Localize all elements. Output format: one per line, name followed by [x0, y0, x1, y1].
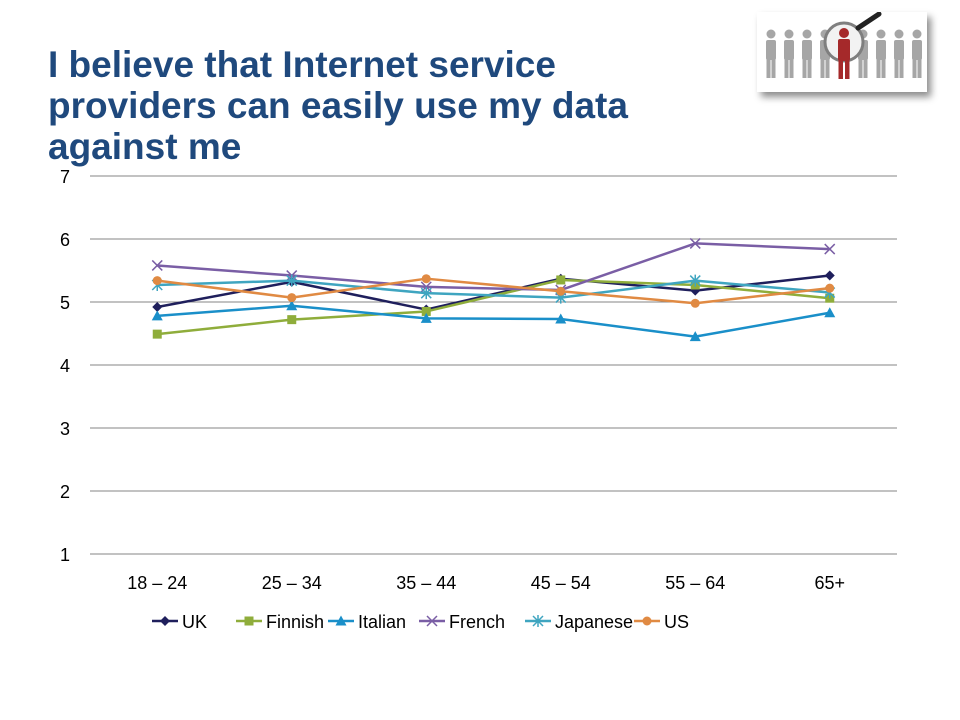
data-point-square	[556, 275, 566, 285]
data-point-star	[286, 274, 298, 287]
data-point-x	[689, 237, 701, 249]
data-point-triangle	[286, 300, 298, 311]
legend-label: Japanese	[555, 612, 633, 632]
y-tick-label: 2	[60, 482, 70, 502]
series-line	[157, 304, 830, 338]
legend-item-french: French	[419, 612, 505, 632]
data-point-star	[532, 615, 544, 627]
data-point-square	[421, 306, 431, 316]
y-tick-label: 7	[60, 167, 70, 187]
slide-title-line-2: providers can easily use my data	[48, 85, 628, 126]
x-tick-label: 35 – 44	[396, 573, 456, 593]
people-search-logo	[757, 11, 927, 92]
data-point-star	[420, 287, 432, 300]
x-tick-label: 65+	[814, 573, 845, 593]
data-point-circle	[556, 286, 566, 296]
data-point-triangle	[335, 615, 347, 626]
x-tick-label: 55 – 64	[665, 573, 725, 593]
data-point-triangle	[689, 331, 701, 342]
data-point-circle	[642, 616, 652, 626]
data-point-diamond	[160, 616, 170, 626]
x-tick-label: 18 – 24	[127, 573, 187, 593]
data-point-circle	[287, 293, 297, 303]
data-point-x	[824, 243, 836, 255]
legend-item-us: US	[634, 612, 689, 632]
legend-item-uk: UK	[152, 612, 207, 632]
legend-label: Finnish	[266, 612, 324, 632]
legend-item-finnish: Finnish	[236, 612, 324, 632]
y-tick-label: 5	[60, 293, 70, 313]
legend-label: UK	[182, 612, 207, 632]
data-point-circle	[690, 298, 700, 308]
legend-label: Italian	[358, 612, 406, 632]
y-tick-label: 1	[60, 545, 70, 565]
legend-label: French	[449, 612, 505, 632]
series-us	[152, 274, 835, 308]
data-point-square	[287, 315, 297, 325]
slide-title-line-3: against me	[48, 126, 242, 167]
data-point-triangle	[555, 313, 567, 324]
data-point-x	[151, 259, 163, 271]
legend-item-italian: Italian	[328, 612, 406, 632]
series-line	[157, 277, 830, 305]
data-point-triangle	[151, 310, 163, 321]
slide-title: I believe that Internet service provider…	[48, 44, 748, 167]
slide-title-line-1: I believe that Internet service	[48, 44, 556, 85]
x-tick-label: 45 – 54	[531, 573, 591, 593]
y-tick-label: 6	[60, 230, 70, 250]
data-point-circle	[152, 276, 162, 286]
y-tick-label: 3	[60, 419, 70, 439]
y-tick-label: 4	[60, 356, 70, 376]
legend-label: US	[664, 612, 689, 632]
people-search-magnifier-icon	[766, 11, 922, 79]
data-point-triangle	[420, 312, 432, 323]
data-point-diamond	[152, 302, 163, 313]
data-point-circle	[421, 274, 431, 284]
data-point-circle	[825, 283, 835, 293]
data-point-square	[152, 329, 162, 339]
legend-item-japanese: Japanese	[525, 612, 633, 632]
series-italian	[151, 300, 836, 342]
data-point-diamond	[824, 270, 835, 281]
series-line	[157, 279, 830, 299]
data-point-triangle	[824, 307, 836, 318]
x-tick-label: 25 – 34	[262, 573, 322, 593]
data-point-x	[426, 615, 438, 627]
data-point-square	[244, 616, 254, 626]
data-point-star	[689, 274, 701, 287]
series-line	[157, 242, 830, 292]
